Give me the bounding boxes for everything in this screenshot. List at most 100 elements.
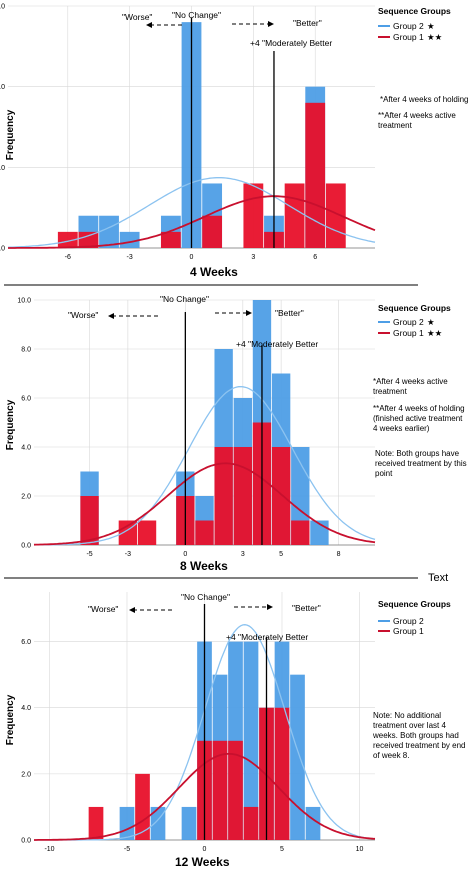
y-tick-label: 10.0 [17, 298, 31, 305]
legend-suffix-group2: ★ [427, 317, 435, 327]
y-axis-label: Frequency [5, 694, 16, 745]
legend-title: Sequence Groups [378, 6, 451, 16]
note-line: **After 4 weeks of holding [373, 404, 465, 413]
tick-labels: -10 -5 0 5 10 0.0 2.0 4.0 6.0 [21, 639, 363, 853]
legend-suffix-group2: ★ [427, 21, 435, 31]
bar-group1 [57, 231, 78, 248]
x-tick-label: 8 [337, 551, 341, 558]
bar-group1 [118, 520, 138, 545]
bar-group1 [160, 231, 181, 248]
reference-lines [190, 18, 275, 248]
y-tick-label: 2.0 [21, 494, 31, 501]
legend-label-group1: Group 1 [393, 626, 424, 636]
bar-group1 [274, 707, 290, 840]
y-tick-label: 15.0 [0, 4, 5, 11]
bar-group1 [228, 740, 243, 840]
note-line: point [375, 469, 393, 478]
x-tick-label: 0 [203, 846, 207, 853]
legend-label-group1: Group 1 [393, 32, 424, 42]
legend-label-group1: Group 1 [393, 328, 424, 338]
plot-grid: -6 -3 0 3 6 0.0 5.0 10.0 15.0 [0, 4, 376, 261]
bar-group1 [243, 183, 264, 248]
note-line: treatment over last 4 [373, 721, 446, 730]
y-tick-label: 4.0 [21, 705, 31, 712]
no-change-label: "No Change" [172, 10, 221, 20]
bar-group1 [88, 806, 104, 840]
worse-arrowhead-icon [146, 22, 152, 28]
better-arrowhead-icon [246, 310, 252, 316]
note-line: *After 4 weeks of holding [380, 95, 469, 104]
worse-label: "Worse" [68, 310, 98, 320]
x-tick-label: 0 [183, 551, 187, 558]
x-tick-label: 5 [279, 551, 283, 558]
note-line: **After 4 weeks active [378, 111, 456, 120]
tick-labels: -5 -3 0 3 5 8 0.0 2.0 4.0 6.0 8.0 10.0 [17, 298, 340, 559]
note-line: (finished active treatment [373, 414, 463, 423]
legend-suffix-group1: ★★ [427, 328, 443, 338]
note-line: 4 weeks earlier) [373, 424, 430, 433]
panel-title: 12 Weeks [175, 855, 230, 869]
y-axis-label: Frequency [5, 399, 16, 450]
y-tick-label: 0.0 [21, 838, 31, 845]
y-tick-label: 2.0 [21, 771, 31, 778]
bar-group1 [137, 520, 157, 545]
note-line: received treatment by this [375, 459, 467, 468]
x-tick-label: 3 [241, 551, 245, 558]
moderately-better-label: +4 "Moderately Better [250, 38, 332, 48]
note-line: of week 8. [373, 751, 409, 760]
bar-group1 [202, 215, 223, 248]
y-tick-label: 6.0 [21, 396, 31, 403]
note-line: *After 4 weeks active [373, 377, 448, 386]
note-line: received treatment by end [373, 741, 466, 750]
bar-group1 [271, 447, 291, 545]
moderately-better-label: +4 "Moderately Better [226, 632, 308, 642]
moderately-better-label: +4 "Moderately Better [236, 339, 318, 349]
x-tick-label: -5 [124, 846, 130, 853]
note-line: Note: No additional [373, 711, 441, 720]
better-label: "Better" [293, 18, 322, 28]
worse-arrowhead-icon [129, 607, 135, 613]
x-tick-label: -5 [86, 551, 92, 558]
legend-label-group2: Group 2 [393, 616, 424, 626]
y-tick-label: 0.0 [0, 246, 5, 253]
bar-group1 [284, 183, 305, 248]
note-line: Note: Both groups have [375, 449, 460, 458]
panel-title: 8 Weeks [180, 559, 228, 573]
bar-group1 [80, 496, 99, 545]
x-tick-label: -3 [127, 254, 133, 261]
y-tick-label: 5.0 [0, 165, 5, 172]
better-arrowhead-icon [268, 21, 274, 27]
bar-group2 [119, 806, 135, 840]
separator-label: Text [428, 572, 448, 584]
bar-group2 [290, 674, 305, 840]
x-tick-label: 5 [280, 846, 284, 853]
reference-lines [203, 604, 268, 840]
better-arrowhead-icon [267, 604, 273, 610]
bar-group1 [78, 231, 99, 248]
bar-group1 [243, 806, 259, 840]
bar-group1 [195, 520, 214, 545]
legend-suffix-group1: ★★ [427, 32, 443, 42]
y-axis-label: Frequency [5, 109, 16, 160]
better-label: "Better" [275, 308, 304, 318]
x-tick-label: 10 [356, 846, 364, 853]
better-label: "Better" [292, 603, 321, 613]
y-tick-label: 0.0 [21, 543, 31, 550]
y-tick-label: 4.0 [21, 445, 31, 452]
bar-group1 [233, 447, 252, 545]
panel-title: 4 Weeks [190, 265, 238, 279]
plot-frame [8, 592, 375, 846]
bar-group1 [135, 773, 150, 840]
y-tick-label: 6.0 [21, 639, 31, 646]
note-line: treatment [378, 121, 413, 130]
bar-group1 [212, 740, 228, 840]
bar-group2 [305, 806, 321, 840]
bar-group2 [243, 641, 259, 840]
y-tick-label: 10.0 [0, 84, 5, 91]
curve-group2 [34, 385, 376, 546]
reference-lines [184, 312, 263, 545]
x-tick-label: -6 [65, 254, 71, 261]
panel-8-weeks: Frequency -5 -3 0 3 5 8 0.0 2.0 4.0 6.0 8.0 10.0 "W… [5, 294, 467, 573]
y-tick-label: 8.0 [21, 347, 31, 354]
